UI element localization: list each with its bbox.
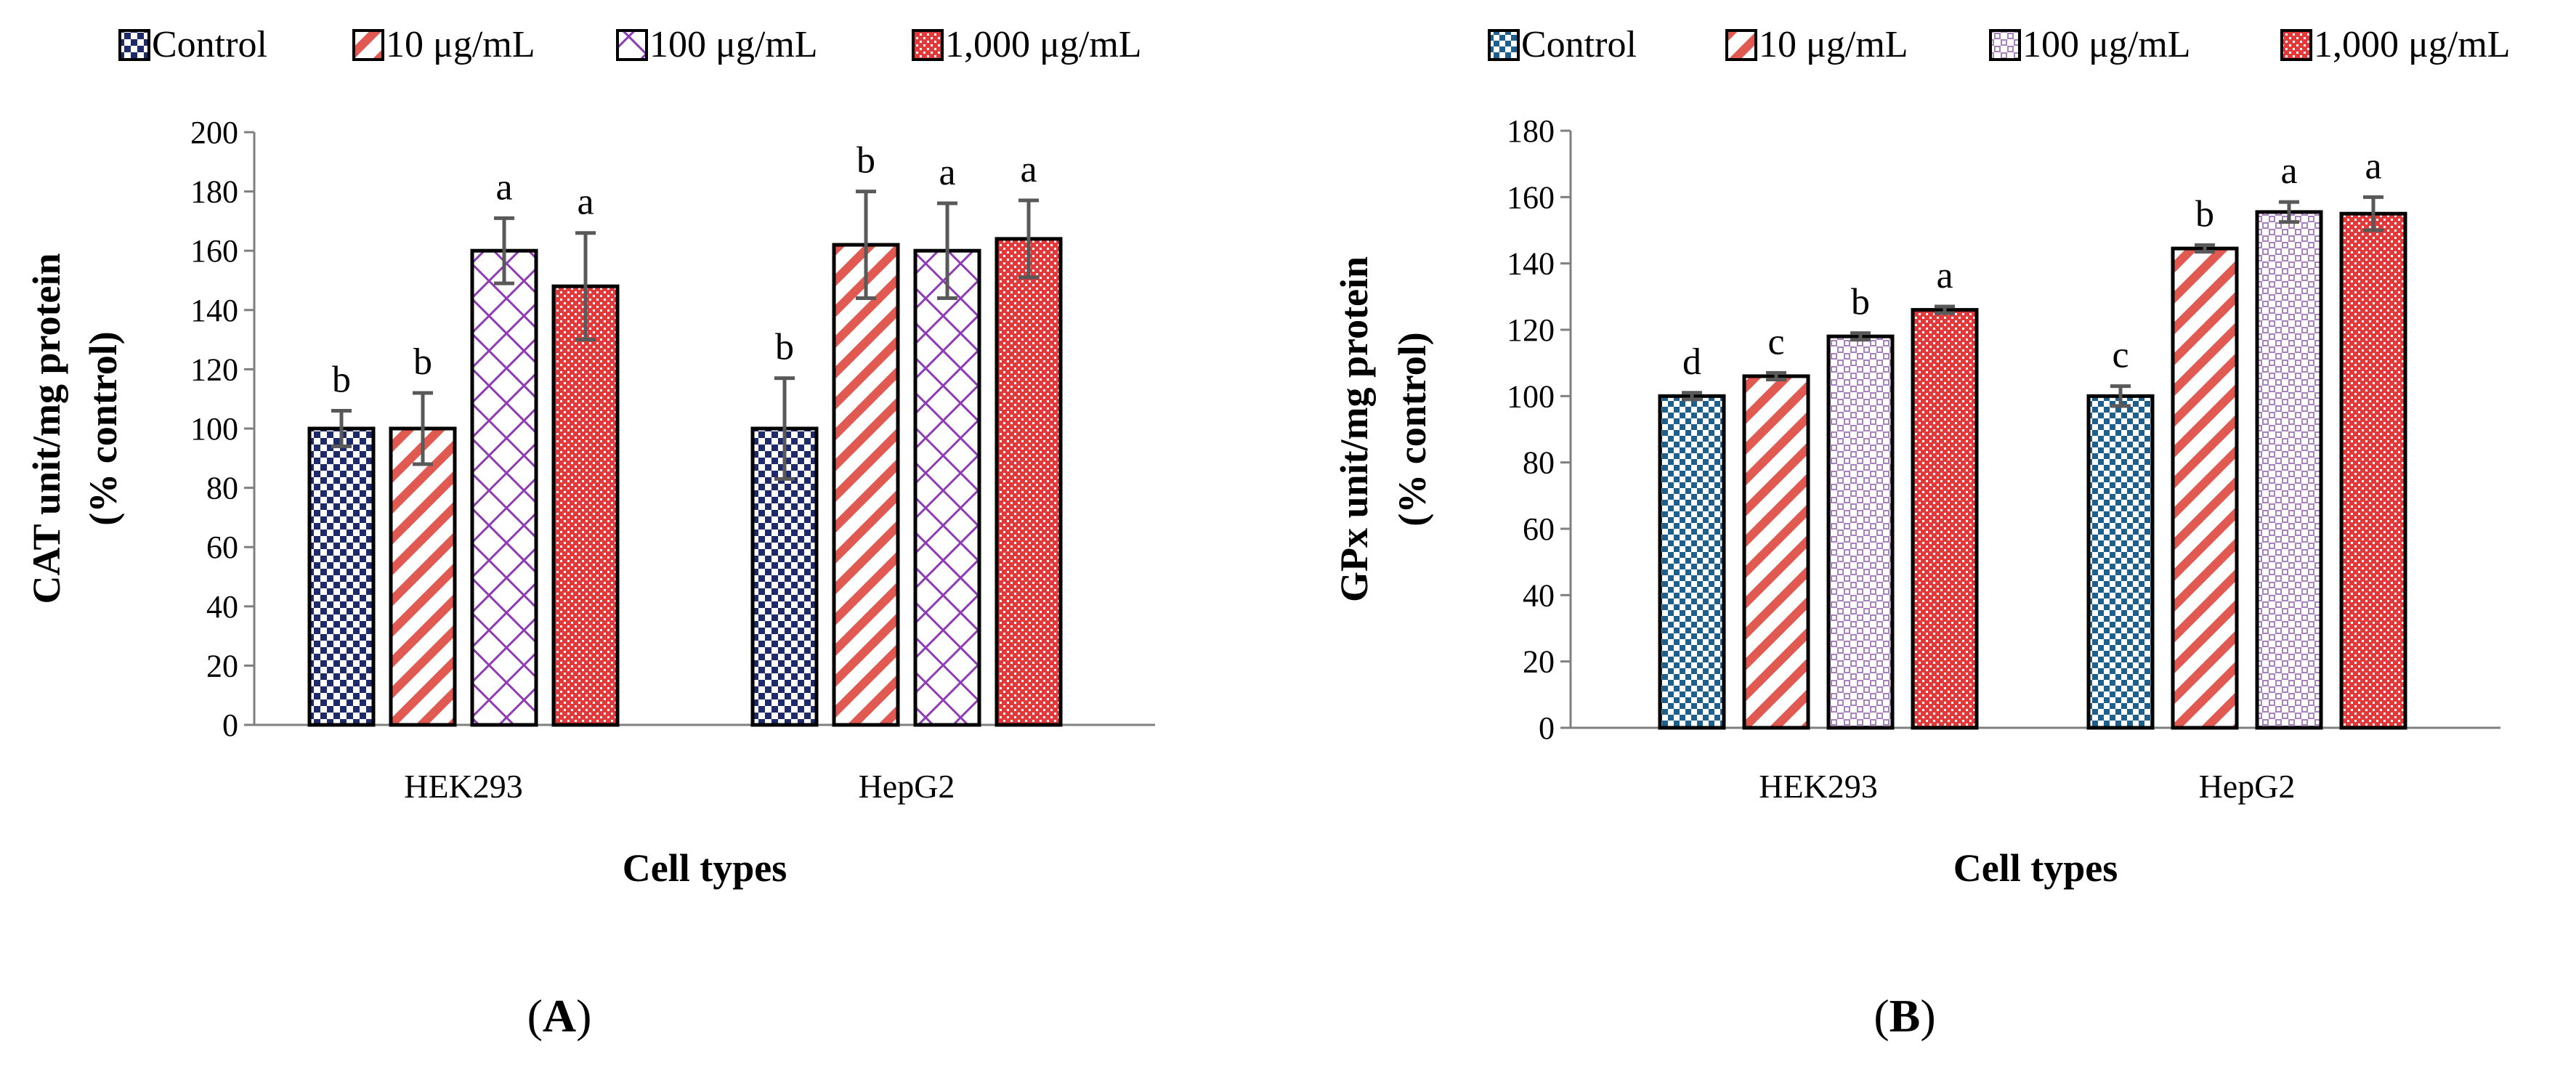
bar-HEK293-2: [1826, 334, 1895, 730]
sig-letter-HepG2-0: b: [775, 327, 794, 368]
sig-letter-HEK293-2: b: [1851, 282, 1870, 323]
bar-HepG2-1: [832, 243, 900, 727]
bar-HEK293-0: [307, 426, 376, 727]
y-tick-label-5: 100: [1507, 378, 1555, 414]
legend-swatch-2: [1989, 29, 2021, 61]
y-tick-label-7: 140: [1507, 246, 1555, 282]
y-tick-label-9: 180: [190, 174, 238, 210]
legend-label-0: Control: [152, 24, 267, 65]
y-tick-label-2: 40: [1523, 577, 1555, 613]
legend-swatch-1: [1725, 29, 1757, 61]
y-tick-label-0: 0: [222, 707, 238, 743]
y-tick-label-4: 80: [1523, 445, 1555, 481]
y-tick-label-3: 60: [206, 530, 238, 565]
sig-letter-HEK293-0: d: [1682, 341, 1701, 383]
y-tick-label-7: 140: [190, 293, 238, 328]
legend-label-0: Control: [1521, 24, 1637, 65]
sig-letter-HEK293-3: a: [577, 182, 594, 223]
sig-letter-HEK293-3: a: [1936, 255, 1953, 296]
legend-swatch-1: [352, 29, 384, 61]
bar-HepG2-0: [2086, 394, 2155, 730]
y-tick-label-2: 40: [206, 589, 238, 625]
sig-letter-HepG2-3: a: [1020, 149, 1037, 190]
bar-HepG2-3: [995, 237, 1063, 727]
legend-swatch-3: [2280, 29, 2312, 61]
category-label-1: HepG2: [859, 768, 955, 805]
legend-swatch-3: [912, 29, 944, 61]
y-axis-subtitle: (% control): [81, 331, 125, 525]
y-axis-title: GPx unit/mg protein: [1332, 256, 1376, 602]
panel-a: Control 10 μg/mL 100 μg/mL 1,000 μg/mL 0 20 40…: [25, 24, 1155, 1042]
sig-letter-HEK293-1: b: [413, 341, 432, 383]
y-tick-label-0: 0: [1539, 710, 1555, 746]
category-label-1: HepG2: [2199, 768, 2296, 805]
y-tick-label-6: 120: [190, 352, 238, 387]
panel-label-letter: B: [1890, 990, 1921, 1042]
x-axis-title: Cell types: [623, 846, 787, 890]
sig-letter-HepG2-1: b: [856, 140, 875, 182]
sig-letter-HEK293-2: a: [495, 166, 512, 208]
sig-letter-HepG2-2: a: [2280, 150, 2297, 192]
y-axis-title: CAT unit/mg protein: [25, 253, 68, 604]
legend-label-3: 1,000 μg/mL: [945, 24, 1142, 65]
panel-label-letter: A: [543, 990, 576, 1042]
legend-label-1: 10 μg/mL: [1759, 24, 1908, 65]
legend-label-2: 100 μg/mL: [649, 24, 818, 65]
legend-swatch-0: [118, 29, 150, 61]
y-tick-label-10: 200: [190, 115, 238, 150]
legend-swatch-0: [1488, 29, 1520, 61]
bar-HEK293-2: [470, 248, 538, 727]
legend-label-1: 10 μg/mL: [386, 24, 535, 65]
bar-HEK293-3: [551, 284, 620, 727]
bar-HepG2-2: [2255, 210, 2323, 730]
sig-letter-HepG2-1: b: [2195, 194, 2214, 235]
sig-letter-HEK293-1: c: [1767, 321, 1784, 362]
y-tick-label-9: 180: [1507, 113, 1555, 149]
sig-letter-HepG2-0: c: [2112, 335, 2129, 376]
panel-b: Control 10 μg/mL 100 μg/mL 1,000 μg/mL 0 20 40…: [1332, 24, 2511, 1042]
y-tick-label-1: 20: [206, 648, 238, 683]
category-label-0: HEK293: [404, 768, 523, 805]
y-tick-label-4: 80: [206, 471, 238, 506]
y-tick-label-3: 60: [1523, 511, 1555, 547]
panel-label: (A): [527, 990, 592, 1042]
panel-label: (B): [1874, 990, 1935, 1042]
y-tick-label-5: 100: [190, 411, 238, 447]
bar-HEK293-3: [1911, 308, 1979, 730]
y-tick-label-1: 20: [1523, 644, 1555, 680]
bar-HepG2-1: [2171, 246, 2239, 730]
category-label-0: HEK293: [1759, 768, 1878, 805]
x-axis-title: Cell types: [1953, 846, 2118, 890]
sig-letter-HepG2-2: a: [939, 152, 955, 193]
bar-HepG2-2: [913, 248, 981, 727]
legend-label-2: 100 μg/mL: [2022, 24, 2191, 65]
legend-swatch-2: [616, 29, 648, 61]
sig-letter-HepG2-3: a: [2365, 145, 2381, 187]
bar-HEK293-0: [1658, 394, 1726, 730]
legend-label-3: 1,000 μg/mL: [2314, 24, 2511, 65]
bar-HepG2-3: [2339, 211, 2407, 730]
y-tick-label-8: 160: [1507, 179, 1555, 215]
y-tick-label-8: 160: [190, 233, 238, 269]
y-tick-label-6: 120: [1507, 312, 1555, 348]
sig-letter-HEK293-0: b: [332, 360, 351, 401]
bar-HEK293-1: [1742, 374, 1810, 730]
bar-HEK293-1: [389, 426, 457, 727]
y-axis-subtitle: (% control): [1390, 332, 1434, 526]
